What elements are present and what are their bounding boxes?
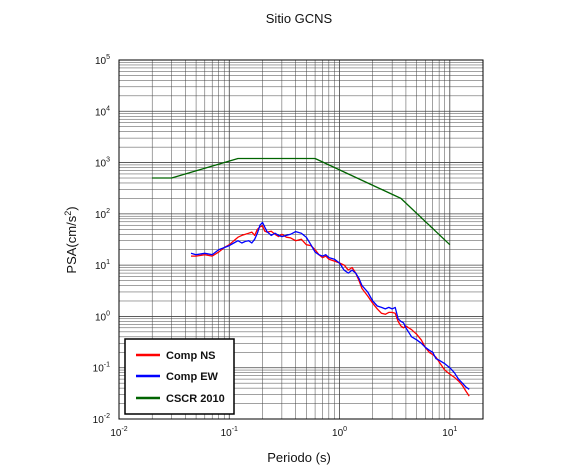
chart-title: Sitio GCNS	[266, 11, 333, 26]
y-axis-label: PSA(cm/s2)	[63, 206, 79, 273]
x-tick-labels: 10-2 10-1 100 101	[110, 426, 457, 439]
y-tick-label: 101	[95, 259, 110, 272]
x-tick-label: 101	[442, 426, 457, 439]
x-tick-label: 10-1	[221, 426, 238, 439]
legend-label-ew: Comp EW	[166, 371, 219, 383]
y-tick-label: 102	[95, 208, 110, 221]
x-tick-label: 10-2	[110, 426, 127, 439]
series-lines	[152, 157, 470, 397]
legend-label-cscr: CSCR 2010	[166, 393, 225, 405]
y-tick-label: 100	[95, 310, 110, 323]
y-tick-label: 10-1	[93, 362, 110, 375]
grid	[118, 59, 484, 420]
series-line-cscr-2010	[152, 157, 451, 246]
legend-label-ns: Comp NS	[166, 350, 216, 362]
y-tick-label: 103	[95, 157, 110, 170]
series-line-comp-ns	[191, 225, 470, 397]
plot-frame	[118, 59, 484, 420]
series-line-comp-ew	[190, 221, 470, 390]
y-tick-label: 10-2	[93, 413, 110, 426]
y-tick-label: 104	[95, 105, 110, 118]
y-tick-labels: 10-2 10-1 100 101 102 103 104 105	[93, 54, 110, 426]
y-tick-label: 105	[95, 54, 110, 67]
x-tick-label: 100	[332, 426, 347, 439]
legend: Comp NS Comp EW CSCR 2010	[124, 338, 235, 415]
x-axis-label: Periodo (s)	[267, 450, 331, 465]
